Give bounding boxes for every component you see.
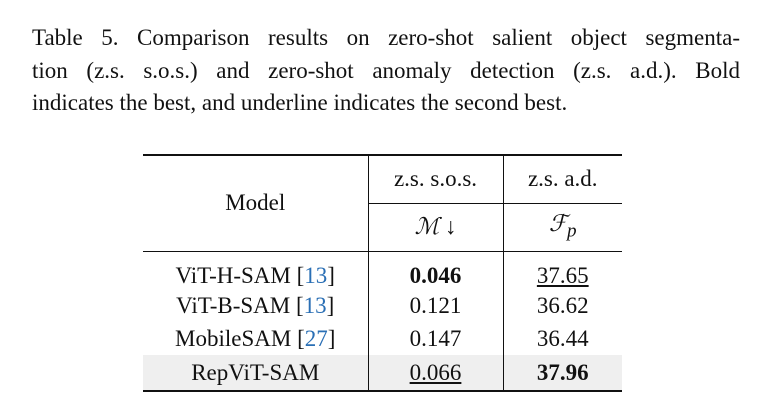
caption-line: Table 5. Comparison results on zero-shot… [32, 25, 740, 50]
value: 37.96 [536, 359, 589, 385]
citation: ] [327, 325, 336, 351]
citation: [ [297, 325, 305, 351]
value: 36.44 [536, 325, 589, 351]
model-name: RepViT-SAM [191, 359, 320, 385]
caption-line: indicates the best, and underline indica… [32, 90, 568, 115]
metric-sub: p [567, 220, 577, 242]
caption: Table 5. Comparison results on zero-shot… [32, 22, 740, 120]
citation: 13 [303, 292, 327, 318]
metric-header: ℳ ↓ [367, 203, 503, 251]
results-table: Model z.s. s.o.s. z.s. a.d. ℳ ↓ ℱp ViT-H… [143, 154, 622, 392]
value-cell: 0.121 [367, 289, 503, 322]
model-name: ViT-B-SAM [176, 292, 291, 318]
model-header: Model [143, 155, 368, 252]
model-cell: ViT-H-SAM [13] [143, 251, 368, 289]
model-cell: ViT-B-SAM [13] [143, 289, 368, 322]
citation: [ [295, 292, 304, 318]
citation: 13 [304, 263, 328, 288]
value: 0.121 [409, 292, 462, 318]
group-header: z.s. a.d. [502, 155, 622, 204]
data-row: MobileSAM [27] 0.147 36.44 [143, 322, 622, 355]
model-name: ViT-H-SAM [175, 263, 291, 288]
metric-header: ℱp [502, 203, 622, 251]
value-cell: 0.147 [367, 322, 503, 355]
data-row: ViT-B-SAM [13] 0.121 36.62 [143, 289, 622, 322]
model-name: MobileSAM [175, 325, 292, 351]
value-cell: 37.96 [502, 355, 622, 391]
value-cell: 0.046 [367, 251, 503, 289]
value-cell: 37.65 [502, 251, 622, 289]
metric-row: ℳ ↓ ℱp [143, 203, 622, 251]
value: 0.147 [409, 325, 462, 351]
citation: [ [296, 263, 305, 288]
model-cell: RepViT-SAM [143, 355, 368, 391]
value: 37.65 [536, 263, 589, 288]
metric-symbol: ℱ [548, 211, 567, 237]
citation: 27 [304, 325, 328, 351]
citation: ] [327, 263, 335, 288]
value: 36.62 [536, 292, 589, 318]
caption-line: tion (z.s. s.o.s.) and zero-shot anomaly… [32, 57, 740, 83]
value-cell: 36.44 [502, 322, 622, 355]
value: 0.046 [409, 263, 462, 288]
value: 0.066 [409, 359, 462, 385]
header-row: Model z.s. s.o.s. z.s. a.d. [143, 155, 622, 252]
group-header: z.s. s.o.s. [367, 155, 503, 204]
data-row: RepViT-SAM 0.066 37.96 [143, 355, 622, 391]
data-row: ViT-H-SAM [13] 0.046 37.65 [143, 251, 622, 289]
metric-arrow: ↓ [444, 214, 457, 239]
value-cell: 36.62 [502, 289, 622, 322]
metric-symbol: ℳ [414, 214, 440, 239]
citation: ] [326, 292, 335, 318]
model-cell: MobileSAM [27] [143, 322, 368, 355]
value-cell: 0.066 [367, 355, 503, 391]
